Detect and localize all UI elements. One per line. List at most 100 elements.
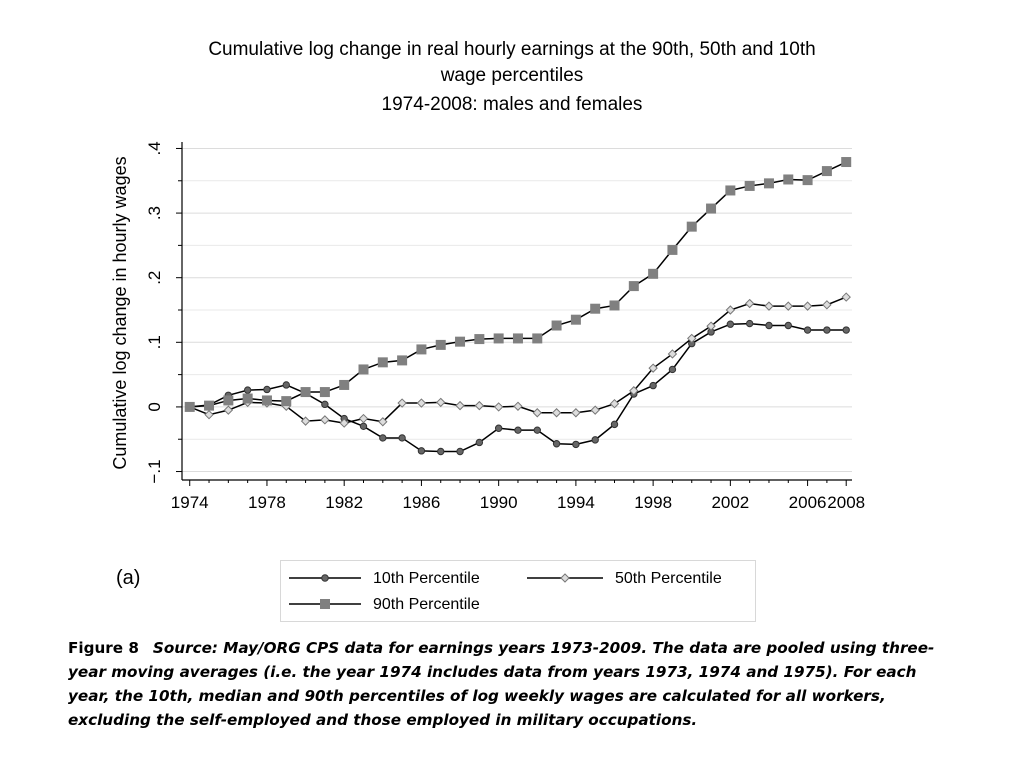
data-point <box>223 395 234 406</box>
data-point <box>533 426 541 434</box>
figure-caption-text: Source: May/ORG CPS data for earnings ye… <box>68 639 935 729</box>
data-point <box>744 180 755 191</box>
data-point <box>648 363 658 373</box>
data-point <box>725 305 736 315</box>
chart-subtitle: 1974-2008: males and females <box>381 94 643 115</box>
data-point <box>474 400 485 411</box>
legend-label-p10: 10th Percentile <box>373 570 480 587</box>
data-point <box>493 402 504 412</box>
data-point <box>474 334 485 345</box>
data-point <box>765 321 773 330</box>
data-point <box>821 166 832 177</box>
data-point <box>784 321 792 330</box>
data-point <box>358 364 369 375</box>
data-point <box>706 321 716 331</box>
data-point <box>204 409 214 420</box>
data-point <box>551 408 562 418</box>
series-line <box>189 161 847 408</box>
legend-swatch-circle-icon <box>289 574 361 582</box>
legend: 10th Percentile 50th Percentile 90th Per… <box>280 560 756 622</box>
data-point <box>667 349 678 359</box>
y-axis-label: Cumulative log change in hourly wages <box>110 156 130 469</box>
chart-title-line-1: Cumulative log change in real hourly ear… <box>208 39 816 60</box>
data-point <box>609 398 620 409</box>
data-point <box>648 268 659 279</box>
data-point <box>532 408 542 418</box>
data-point <box>455 400 465 411</box>
data-point <box>456 447 464 456</box>
data-point <box>435 339 446 350</box>
x-tick-label: 1994 <box>557 493 595 512</box>
data-point <box>184 401 195 412</box>
line-chart: −.1 0 .1 .2 .3 .4 1974 1978 1982 1986 1990 1994 1998… <box>110 141 865 512</box>
y-tick-label: −.1 <box>145 459 164 483</box>
data-point <box>745 319 754 328</box>
y-tick-label: .2 <box>145 271 164 285</box>
data-point <box>802 301 813 311</box>
x-tick-label: 1986 <box>403 493 441 512</box>
data-point <box>398 434 406 442</box>
data-point <box>628 281 639 292</box>
data-point <box>686 221 697 232</box>
data-point <box>802 175 813 186</box>
legend-swatch-square-icon <box>289 599 361 609</box>
data-point <box>687 333 697 344</box>
data-point <box>842 326 850 334</box>
data-point <box>223 405 234 415</box>
x-tick-label: 2008 <box>827 493 865 512</box>
data-point <box>590 303 601 314</box>
data-point <box>591 436 599 444</box>
data-point <box>590 405 600 415</box>
legend-swatch-diamond-icon <box>527 573 603 583</box>
data-point <box>416 398 427 408</box>
axes: −.1 0 .1 .2 .3 .4 1974 1978 1982 1986 1990 1994 1998… <box>145 141 865 512</box>
data-point <box>610 420 619 429</box>
data-point <box>321 400 329 409</box>
data-point <box>763 178 774 189</box>
data-point <box>377 357 388 368</box>
data-point <box>803 326 812 334</box>
data-point <box>726 320 735 328</box>
data-point <box>475 438 484 447</box>
data-point <box>281 396 292 407</box>
chart-title-line-2: wage percentiles <box>440 65 584 86</box>
data-point <box>572 440 580 449</box>
data-point <box>609 300 620 311</box>
data-point <box>300 416 311 426</box>
gridlines <box>182 147 852 473</box>
series-lines <box>184 157 852 456</box>
data-point <box>437 447 445 456</box>
figure-label: Figure 8 <box>68 639 139 657</box>
x-tick-label: 2006 <box>789 493 827 512</box>
data-point <box>319 387 330 398</box>
data-point <box>300 387 311 398</box>
y-tick-label: .3 <box>145 206 164 220</box>
y-tick-label: 0 <box>145 402 164 411</box>
data-point <box>282 381 290 389</box>
x-tick-label: 1998 <box>634 493 672 512</box>
data-point <box>764 301 774 311</box>
data-point <box>571 408 581 418</box>
y-tick-label: .1 <box>145 335 164 349</box>
data-point <box>512 333 523 344</box>
panel-label: (a) <box>116 567 141 589</box>
series-90th-percentile <box>184 157 852 412</box>
series-50th-percentile <box>185 292 851 428</box>
data-point <box>706 203 717 214</box>
data-point <box>667 244 678 255</box>
data-point <box>455 336 466 347</box>
x-tick-label: 2002 <box>711 493 749 512</box>
y-tick-label: .4 <box>145 141 164 155</box>
data-point <box>494 424 503 432</box>
data-point <box>493 333 504 344</box>
data-point <box>649 381 657 390</box>
data-point <box>841 157 852 168</box>
data-point <box>243 386 252 394</box>
x-tick-label: 1982 <box>325 493 363 512</box>
data-point <box>436 397 446 408</box>
data-point <box>551 320 562 331</box>
data-point <box>668 365 677 374</box>
data-point <box>261 395 272 406</box>
data-point <box>725 185 736 196</box>
data-point <box>242 393 253 404</box>
